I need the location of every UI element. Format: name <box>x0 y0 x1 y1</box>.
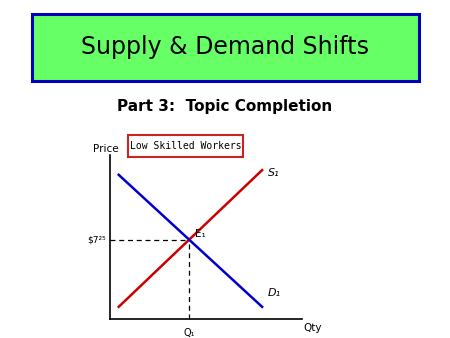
FancyBboxPatch shape <box>32 14 419 81</box>
FancyBboxPatch shape <box>128 135 243 157</box>
Text: E₁: E₁ <box>194 229 205 239</box>
Text: Price: Price <box>93 144 118 154</box>
Text: S₁: S₁ <box>267 168 279 178</box>
Text: D₁: D₁ <box>267 288 281 298</box>
Text: Qty: Qty <box>303 323 322 333</box>
Text: $7²⁵: $7²⁵ <box>87 235 106 244</box>
Text: Q₁: Q₁ <box>184 328 195 338</box>
Text: Part 3:  Topic Completion: Part 3: Topic Completion <box>117 99 333 114</box>
Text: Supply & Demand Shifts: Supply & Demand Shifts <box>81 35 369 59</box>
Text: Low Skilled Workers: Low Skilled Workers <box>130 141 242 151</box>
